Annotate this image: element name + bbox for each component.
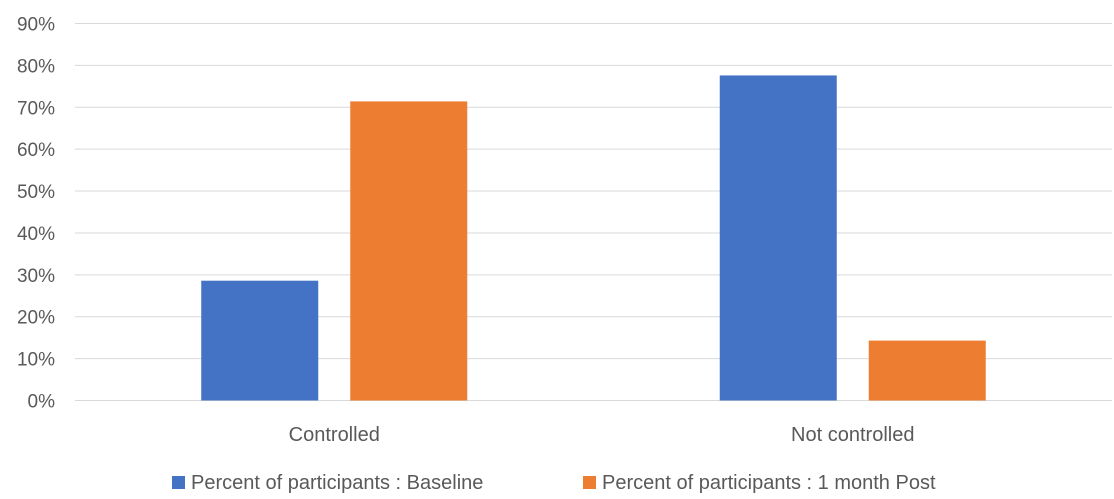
legend-label: Percent of participants : Baseline <box>191 472 483 494</box>
bar-baseline-0 <box>201 280 319 401</box>
y-tick-label: 70% <box>17 98 55 119</box>
legend-swatch <box>583 476 596 489</box>
y-tick-label: 20% <box>17 308 55 329</box>
bar-baseline-1 <box>719 75 837 401</box>
x-axis-category-labels: Controlled Not controlled <box>289 424 915 446</box>
bar-one-month-post-1 <box>868 340 986 401</box>
legend: Percent of participants : Baseline Percen… <box>172 472 936 494</box>
y-tick-label: 10% <box>17 350 55 371</box>
x-category-label: Controlled <box>289 424 380 446</box>
y-tick-label: 0% <box>28 392 56 413</box>
bars <box>201 75 986 401</box>
y-tick-label: 50% <box>17 182 55 203</box>
y-tick-label: 30% <box>17 266 55 287</box>
y-tick-label: 90% <box>17 15 55 36</box>
bar-one-month-post-0 <box>350 101 468 401</box>
y-tick-label: 60% <box>17 140 55 161</box>
y-tick-label: 80% <box>17 56 55 77</box>
x-category-label: Not controlled <box>791 424 914 446</box>
y-tick-label: 40% <box>17 224 55 245</box>
y-axis-tick-labels: 0% 10% 20% 30% 40% 50% 60% 70% 80% 90% <box>17 15 55 413</box>
legend-swatch <box>172 476 185 489</box>
legend-label: Percent of participants : 1 month Post <box>602 472 936 494</box>
